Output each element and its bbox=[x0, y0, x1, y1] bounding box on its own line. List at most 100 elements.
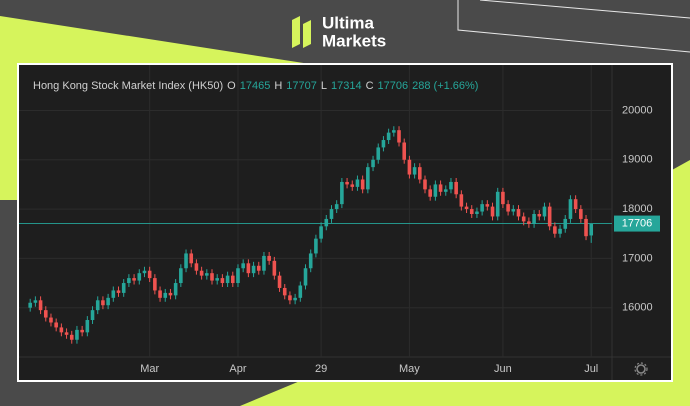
settings-icon[interactable] bbox=[634, 362, 648, 376]
candle-body bbox=[469, 209, 474, 214]
candle-body bbox=[132, 278, 136, 281]
y-tick-label: 19000 bbox=[622, 154, 653, 166]
candle-body bbox=[553, 226, 557, 234]
candle-body bbox=[438, 184, 443, 192]
ohlc-value: 17706 bbox=[378, 80, 409, 92]
accent-shape bbox=[0, 64, 18, 200]
ohlc-key: C bbox=[366, 80, 374, 92]
x-tick-label: Apr bbox=[229, 363, 246, 375]
candle-body bbox=[230, 275, 235, 284]
ohlc-key: L bbox=[321, 80, 327, 92]
logo-mark bbox=[303, 20, 311, 48]
candle-body bbox=[106, 297, 110, 306]
candle-body bbox=[366, 167, 370, 190]
candle-body bbox=[85, 320, 90, 333]
candle-body bbox=[194, 263, 199, 271]
candle-body bbox=[490, 206, 495, 217]
candle-body bbox=[506, 204, 510, 212]
candle-body bbox=[433, 184, 438, 197]
candle-body bbox=[293, 297, 297, 301]
candle-body bbox=[236, 268, 240, 284]
candle-body bbox=[277, 275, 282, 288]
decor-line bbox=[457, 0, 690, 53]
candle-body bbox=[532, 214, 536, 224]
candle-body bbox=[127, 278, 131, 284]
candle-body bbox=[272, 260, 277, 276]
candle-body bbox=[220, 278, 225, 284]
candle-body bbox=[579, 209, 583, 219]
y-tick-label: 18000 bbox=[622, 203, 653, 215]
plot: 16000 17000 18000 19000 20000 Mar Apr 29 May Jun J… bbox=[19, 65, 660, 375]
candle-body bbox=[392, 130, 396, 133]
candle-body bbox=[319, 226, 323, 239]
candle-body bbox=[262, 255, 266, 271]
candle-body bbox=[298, 285, 303, 298]
candle-body bbox=[28, 302, 32, 308]
candle-body bbox=[59, 327, 64, 333]
candle-body bbox=[558, 228, 562, 234]
candle-body bbox=[537, 214, 542, 217]
candle-body bbox=[412, 167, 417, 175]
ohlc-value: 17707 bbox=[286, 80, 317, 92]
candle-body bbox=[527, 221, 531, 224]
candle-body bbox=[501, 191, 505, 205]
logo-mark bbox=[292, 16, 300, 48]
candle-body bbox=[542, 206, 547, 217]
candle-body bbox=[584, 218, 588, 237]
ohlc-value: 17314 bbox=[331, 80, 362, 92]
candle-body bbox=[397, 130, 401, 143]
candle-body bbox=[256, 265, 261, 271]
candle-body bbox=[199, 270, 204, 276]
candle-body bbox=[64, 332, 69, 335]
candle-body bbox=[179, 268, 183, 284]
gear-teeth[interactable] bbox=[634, 362, 648, 376]
candle-body bbox=[324, 218, 329, 227]
candle-body bbox=[511, 209, 516, 212]
candle-body bbox=[54, 322, 58, 328]
candle-body bbox=[314, 238, 318, 254]
candle-body bbox=[147, 270, 152, 279]
candle-body bbox=[547, 206, 552, 227]
accent-shape bbox=[240, 381, 690, 406]
candle-body bbox=[485, 204, 490, 207]
candle-body bbox=[464, 206, 469, 210]
ohlc-value: 17465 bbox=[240, 80, 271, 92]
candle-body bbox=[360, 179, 365, 190]
chart-title: Hong Kong Stock Market Index (HK50) O 1746… bbox=[33, 80, 478, 92]
candle-body bbox=[210, 273, 214, 281]
candle-body bbox=[376, 147, 381, 160]
candle-body bbox=[428, 189, 432, 197]
candle-body bbox=[568, 199, 573, 219]
candle-body bbox=[563, 218, 568, 229]
gear[interactable] bbox=[636, 364, 646, 374]
candle-body bbox=[521, 216, 526, 222]
legend-header: Hong Kong Stock Market Index (HK50) O 1746… bbox=[33, 80, 478, 92]
candle-body bbox=[402, 142, 407, 160]
candle-body bbox=[158, 290, 162, 298]
candle-body bbox=[443, 189, 448, 192]
candle-body bbox=[80, 329, 84, 333]
candle-body bbox=[116, 290, 121, 293]
candle-body bbox=[340, 181, 344, 205]
candle-body bbox=[168, 292, 173, 296]
candle-body bbox=[345, 181, 349, 185]
decor-line bbox=[479, 0, 690, 19]
candle-body bbox=[371, 159, 375, 168]
candle-body bbox=[480, 204, 484, 212]
x-tick-label: Mar bbox=[140, 363, 159, 375]
candle-body bbox=[153, 278, 157, 291]
candle-body bbox=[386, 132, 391, 141]
candle-body bbox=[303, 268, 308, 286]
x-tick-label: Jul bbox=[584, 363, 598, 375]
ohlc-key: O bbox=[227, 80, 236, 92]
candle-body bbox=[308, 253, 313, 269]
candle-body bbox=[417, 167, 422, 180]
candle-body bbox=[205, 273, 209, 276]
ohlc-key: H bbox=[274, 80, 282, 92]
candle-body bbox=[407, 159, 412, 175]
candle-body bbox=[573, 199, 578, 210]
candle-body bbox=[355, 179, 360, 187]
candle-body bbox=[101, 300, 105, 306]
candle-body bbox=[454, 181, 458, 195]
